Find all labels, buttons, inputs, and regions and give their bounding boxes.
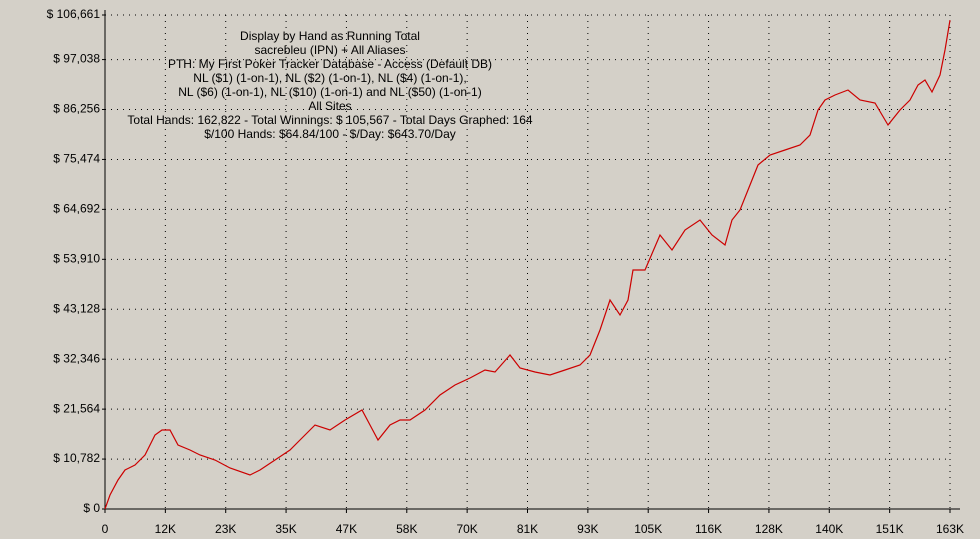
title-line: Display by Hand as Running Total bbox=[240, 29, 420, 43]
title-line: Total Hands: 162,822 - Total Winnings: $… bbox=[127, 113, 532, 127]
x-tick-label: 81K bbox=[517, 522, 538, 536]
x-tick-label: 105K bbox=[634, 522, 662, 536]
y-tick-label: $ 21,564 bbox=[53, 401, 100, 415]
x-tick-label: 47K bbox=[336, 522, 357, 536]
x-tick-label: 151K bbox=[876, 522, 904, 536]
title-line: NL ($6) (1-on-1), NL ($10) (1-on-1) and … bbox=[178, 85, 481, 99]
x-tick-label: 140K bbox=[815, 522, 843, 536]
y-tick-label: $ 86,256 bbox=[53, 102, 100, 116]
title-line: sacrebleu (IPN) + All Aliases bbox=[254, 43, 405, 57]
x-tick-label: 58K bbox=[396, 522, 417, 536]
x-tick-label: 163K bbox=[936, 522, 964, 536]
y-tick-label: $ 106,661 bbox=[47, 7, 101, 21]
y-tick-label: $ 0 bbox=[83, 501, 100, 515]
x-tick-label: 116K bbox=[695, 522, 722, 536]
title-line: All Sites bbox=[308, 99, 351, 113]
x-tick-label: 93K bbox=[577, 522, 598, 536]
x-tick-label: 128K bbox=[755, 522, 783, 536]
y-tick-label: $ 32,346 bbox=[53, 351, 100, 365]
x-tick-label: 35K bbox=[275, 522, 296, 536]
x-tick-label: 12K bbox=[155, 522, 176, 536]
y-tick-label: $ 64,692 bbox=[53, 202, 100, 216]
title-line: $/100 Hands: $64.84/100 - $/Day: $643.70… bbox=[204, 127, 456, 141]
x-tick-label: 0 bbox=[102, 522, 109, 536]
y-tick-label: $ 75,474 bbox=[53, 152, 100, 166]
line-series bbox=[104, 20, 951, 510]
x-tick-label: 70K bbox=[456, 522, 477, 536]
x-tick-label: 23K bbox=[215, 522, 236, 536]
title-line: NL ($1) (1-on-1), NL ($2) (1-on-1), NL (… bbox=[193, 71, 466, 85]
y-tick-label: $ 97,038 bbox=[53, 52, 100, 66]
y-tick-label: $ 43,128 bbox=[53, 301, 100, 315]
y-tick-label: $ 10,782 bbox=[53, 451, 100, 465]
y-tick-label: $ 53,910 bbox=[53, 251, 100, 265]
title-line: PTH: My First Poker Tracker Database - A… bbox=[168, 57, 492, 71]
